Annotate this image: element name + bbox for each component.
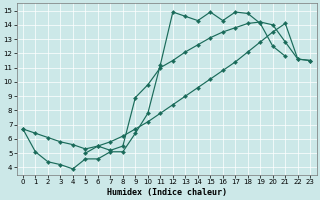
- X-axis label: Humidex (Indice chaleur): Humidex (Indice chaleur): [107, 188, 227, 197]
